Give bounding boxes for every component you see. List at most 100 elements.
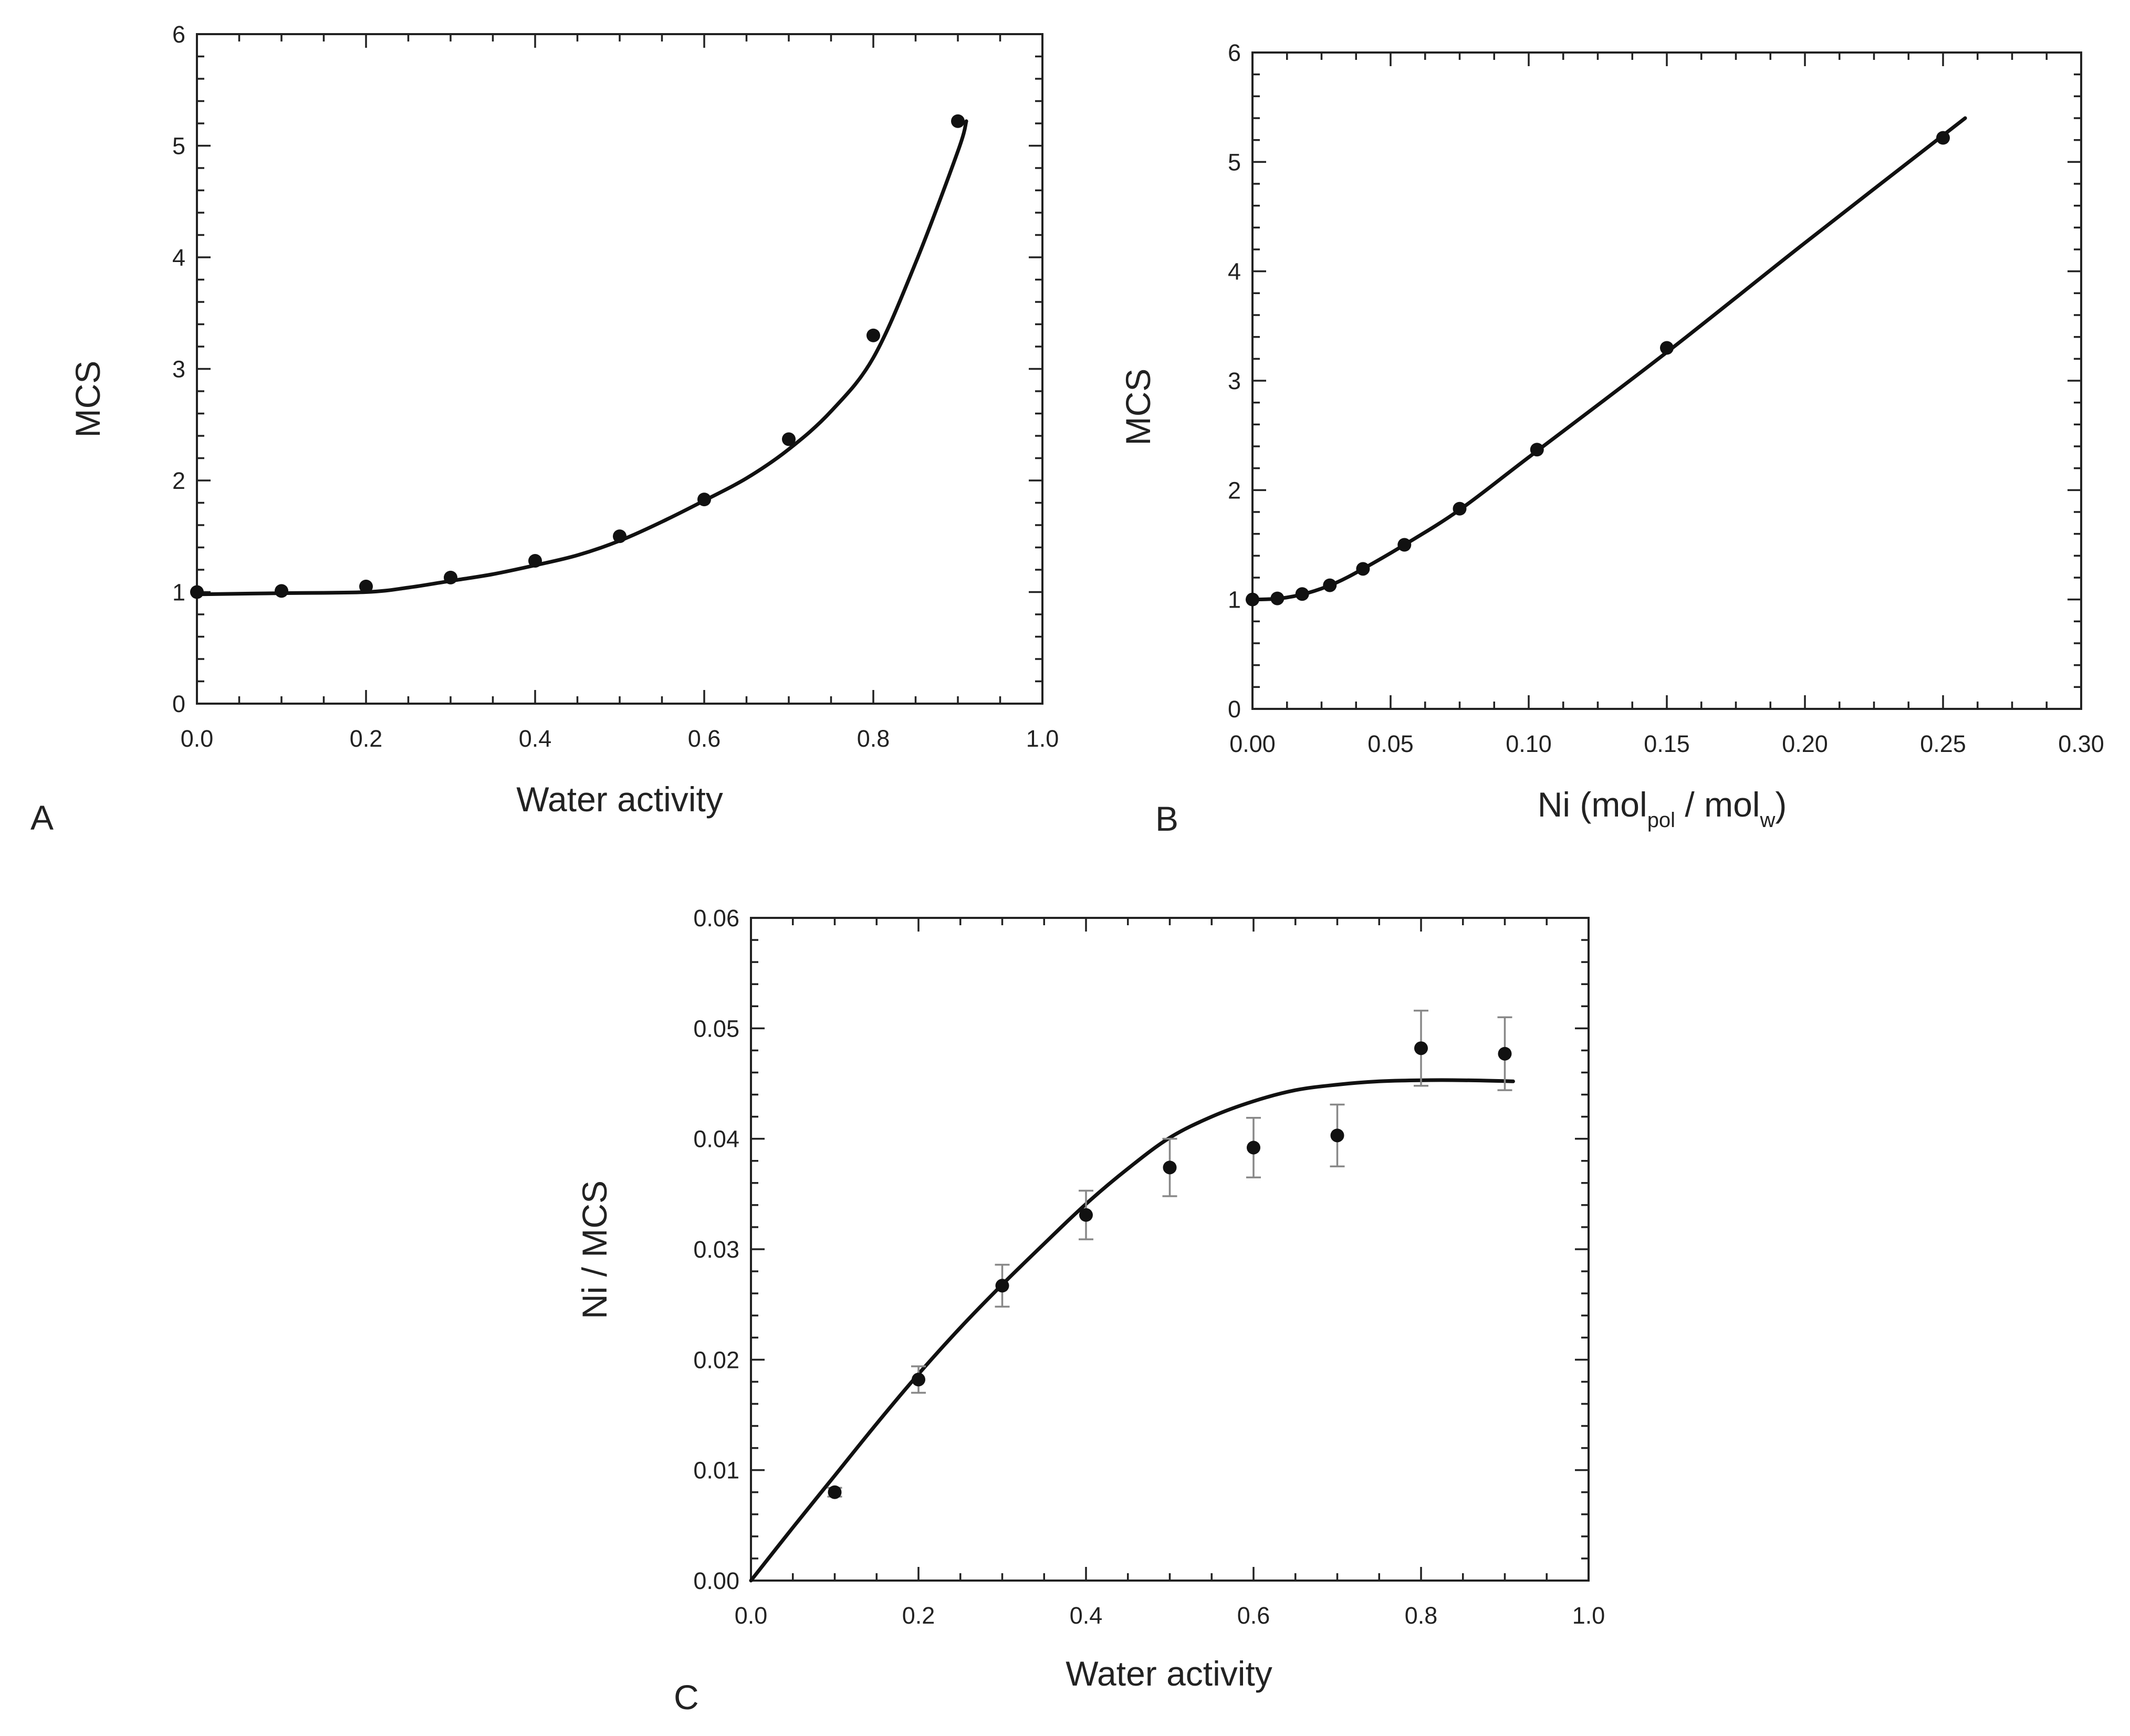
panel-c-x-tick-label: 0.4 bbox=[1070, 1602, 1103, 1629]
panel-b-y-tick-label: 0 bbox=[1228, 696, 1241, 723]
panel-b-x-tick-label: 0.30 bbox=[2058, 730, 2104, 757]
panel-a-data-point bbox=[613, 529, 627, 543]
panel-a-x-tick-label: 0.2 bbox=[350, 725, 383, 752]
panel-c-data-point bbox=[1330, 1128, 1344, 1143]
panel-b-y-tick-label: 6 bbox=[1228, 39, 1241, 66]
panel-c-y-tick-label: 0.02 bbox=[693, 1346, 739, 1373]
panel-c-data-point bbox=[1414, 1041, 1428, 1055]
panel-b-chart: 0.00 0.05 0.10 0.15 0.20 0.25 0.30 0 1 2 3 4 5 6 Ni … bbox=[1119, 39, 2104, 838]
panel-c-x-ticks: 0.0 0.2 0.4 0.6 0.8 1.0 bbox=[735, 918, 1605, 1629]
panel-a-x-tick-label: 0.8 bbox=[857, 725, 890, 752]
panel-b-data-point bbox=[1936, 131, 1950, 145]
panel-a-y-tick-label: 6 bbox=[172, 21, 185, 48]
panel-c-x-tick-label: 0.2 bbox=[902, 1602, 935, 1629]
panel-c-y-tick-label: 0.04 bbox=[693, 1126, 739, 1153]
panel-b-y-tick-label: 4 bbox=[1228, 258, 1241, 285]
panel-b-x-tick-label: 0.15 bbox=[1644, 730, 1690, 757]
panel-a-data-point bbox=[275, 584, 288, 598]
panel-a-data-point bbox=[528, 554, 542, 568]
panel-b-x-axis-title-end: ) bbox=[1775, 785, 1787, 824]
panel-c-y-tick-label: 0.05 bbox=[693, 1015, 739, 1042]
panel-a-data-point bbox=[359, 579, 373, 593]
panel-c-x-tick-label: 0.0 bbox=[735, 1602, 768, 1629]
panel-c-letter: C bbox=[674, 1678, 699, 1717]
panel-c-plot-frame bbox=[750, 917, 1590, 1582]
panel-c-fit-curve bbox=[749, 1078, 1515, 1583]
panel-b-data-point bbox=[1323, 578, 1337, 592]
panel-a-y-axis-title: MCS bbox=[68, 361, 107, 438]
panel-b-marks bbox=[1246, 116, 1967, 606]
panel-a-y-tick-label: 5 bbox=[172, 133, 185, 160]
panel-a-data-point bbox=[866, 328, 880, 342]
panel-c-x-axis-title: Water activity bbox=[1066, 1654, 1272, 1693]
panel-c-y-tick-label: 0.03 bbox=[693, 1236, 739, 1263]
panel-c-data-point bbox=[1247, 1141, 1260, 1155]
panel-b-x-tick-label: 0.20 bbox=[1782, 730, 1828, 757]
panel-a-x-ticks: 0.0 0.2 0.4 0.6 0.8 1.0 bbox=[181, 34, 1059, 752]
panel-c-y-tick-label: 0.00 bbox=[693, 1567, 739, 1594]
panel-a-y-ticks: 0 1 2 3 4 5 6 bbox=[172, 21, 1042, 717]
panel-a-data-point bbox=[444, 570, 457, 584]
panel-a-y-tick-label: 2 bbox=[172, 467, 185, 494]
panel-b-y-axis-title: MCS bbox=[1119, 369, 1157, 446]
panel-a-x-tick-label: 0.0 bbox=[181, 725, 214, 752]
panel-a-x-axis-title: Water activity bbox=[516, 780, 723, 819]
panel-a-letter: A bbox=[30, 798, 54, 837]
panel-b-x-tick-label: 0.10 bbox=[1506, 730, 1552, 757]
panel-a-data-point bbox=[951, 114, 965, 128]
panel-c-y-axis-title: Ni / MCS bbox=[575, 1180, 614, 1319]
panel-a-data-point bbox=[782, 432, 796, 446]
panel-a-x-tick-label: 1.0 bbox=[1026, 725, 1059, 752]
panel-a-plot-frame bbox=[196, 33, 1043, 705]
panel-b-data-point bbox=[1270, 591, 1285, 605]
panel-a-y-tick-label: 4 bbox=[172, 244, 185, 271]
panel-c-y-tick-label: 0.01 bbox=[693, 1457, 739, 1484]
panel-c-data-point bbox=[995, 1279, 1009, 1293]
panel-a-x-tick-label: 0.4 bbox=[519, 725, 552, 752]
panel-c-x-tick-label: 0.6 bbox=[1237, 1602, 1270, 1629]
panel-b-fit-curve bbox=[1250, 116, 1967, 602]
panel-b-data-point bbox=[1356, 562, 1370, 576]
panel-b-x-ticks: 0.00 0.05 0.10 0.15 0.20 0.25 0.30 bbox=[1229, 53, 2104, 757]
panel-b-data-point bbox=[1397, 538, 1412, 552]
panel-b-x-tick-label: 0.05 bbox=[1367, 730, 1414, 757]
panel-c-chart: 0.0 0.2 0.4 0.6 0.8 1.0 0.000.010.020.030.040… bbox=[575, 905, 1605, 1717]
panel-b-x-axis-title-sub2: w bbox=[1759, 809, 1775, 832]
panel-a-data-point bbox=[697, 493, 711, 507]
panel-c-data-point bbox=[828, 1485, 842, 1499]
panel-b-x-axis-title-sub1: pol bbox=[1647, 809, 1675, 832]
panel-a-y-tick-label: 0 bbox=[172, 691, 185, 717]
panel-c-data-point bbox=[1163, 1160, 1177, 1175]
panel-b-plot-frame bbox=[1251, 51, 2082, 710]
panel-b-x-axis-title-mid: / mol bbox=[1675, 785, 1760, 824]
panel-b-y-tick-label: 1 bbox=[1228, 587, 1241, 613]
panel-c-y-tick-label: 0.06 bbox=[693, 905, 739, 932]
panel-a-y-tick-label: 3 bbox=[172, 356, 185, 383]
panel-b-x-tick-label: 0.25 bbox=[1920, 730, 1966, 757]
panel-a-fit-curve bbox=[195, 119, 968, 597]
panel-b-x-axis-title-main: Ni (mol bbox=[1538, 785, 1647, 824]
panel-b-data-point bbox=[1530, 443, 1544, 457]
panel-c-x-tick-label: 1.0 bbox=[1572, 1602, 1605, 1629]
panel-a-x-tick-label: 0.6 bbox=[688, 725, 721, 752]
panel-b-y-tick-label: 3 bbox=[1228, 368, 1241, 394]
panel-b-x-axis-title: Ni (molpol / molw) bbox=[1538, 785, 1787, 832]
panel-c-y-ticks: 0.00 0.01 0.02 0.03 0.04 0.05 0.06 bbox=[693, 905, 1589, 1594]
panel-b-y-tick-label: 2 bbox=[1228, 477, 1241, 504]
panel-a-marks bbox=[190, 114, 968, 599]
panel-b-data-point bbox=[1295, 587, 1309, 601]
panel-b-data-point bbox=[1660, 341, 1674, 355]
panel-c-data-point bbox=[1498, 1047, 1512, 1061]
panel-b-letter: B bbox=[1155, 799, 1178, 838]
panel-a-chart: 0.0 0.2 0.4 0.6 0.8 1.0 0 1 2 3 4 5 6 Water activit… bbox=[30, 21, 1059, 837]
panel-b-y-ticks: 0 1 2 3 4 5 6 bbox=[1228, 39, 2081, 723]
panel-b-data-point bbox=[1246, 592, 1259, 606]
panel-c-marks bbox=[749, 1009, 1515, 1583]
panel-b-data-point bbox=[1453, 501, 1467, 516]
panel-a-y-tick-label: 1 bbox=[172, 579, 185, 606]
panel-c-data-point bbox=[1079, 1208, 1093, 1222]
panel-a-data-point bbox=[190, 585, 204, 599]
panel-b-x-tick-label: 0.00 bbox=[1229, 730, 1276, 757]
panel-c-x-tick-label: 0.8 bbox=[1405, 1602, 1438, 1629]
